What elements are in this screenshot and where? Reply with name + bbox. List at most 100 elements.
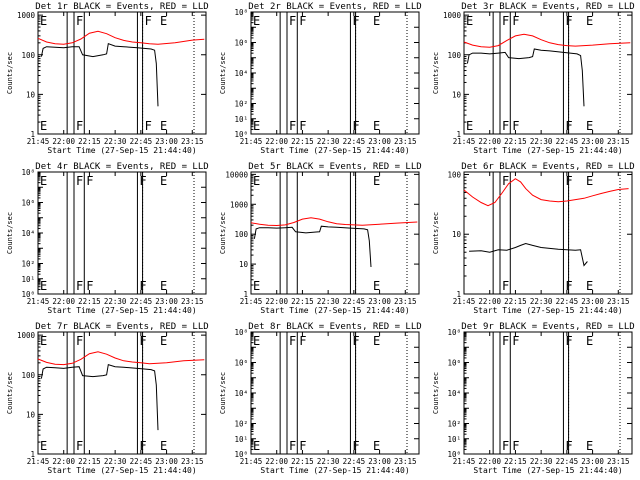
panel-title: Det 6r BLACK = Events, RED = LLD [461,162,634,172]
y-tick-label: 10 [452,230,462,239]
panel-title: Det 5r BLACK = Events, RED = LLD [248,162,421,172]
eclipse-marker-top: E [40,174,47,188]
eclipse-marker-top: F [502,334,509,348]
x-tick-label: 22:00 [478,137,501,146]
eclipse-marker-top: E [253,334,260,348]
eclipse-marker-top: E [466,14,473,28]
eclipse-marker-top: F [352,334,359,348]
eclipse-marker-top: F [289,334,296,348]
x-tick-label: 23:00 [368,297,391,306]
y-tick-label: 1 [243,290,248,299]
y-tick-label: 10⁶ [21,199,35,208]
eclipse-marker-bottom: E [253,279,260,293]
eclipse-marker-top: F [299,334,306,348]
eclipse-marker-bottom: F [502,279,509,293]
y-tick-label: 10⁴ [234,389,248,398]
y-tick-label: 10¹ [21,275,35,284]
y-axis-label: Counts/sec [6,52,14,94]
eclipse-marker-top: E [373,14,380,28]
events-series-line [40,363,159,431]
eclipse-marker-bottom: F [565,439,572,453]
y-tick-label: 10⁰ [447,450,461,459]
eclipse-marker-bottom: F [502,439,509,453]
panel-title: Det 8r BLACK = Events, RED = LLD [248,322,421,332]
x-tick-label: 22:30 [104,137,127,146]
y-tick-label: 100 [447,170,461,179]
y-tick-label: 10 [26,410,36,419]
y-tick-label: 10¹ [234,115,248,124]
eclipse-marker-bottom: E [160,439,167,453]
y-tick-label: 10 [452,90,462,99]
x-tick-label: 22:15 [291,297,314,306]
x-tick-label: 22:00 [52,457,75,466]
eclipse-marker-top: F [145,14,152,28]
y-tick-label: 10⁴ [21,229,35,238]
events-series-line [40,43,159,107]
x-tick-label: 22:45 [130,137,153,146]
y-tick-label: 100 [447,51,461,60]
eclipse-marker-bottom: F [289,439,296,453]
eclipse-marker-top: F [565,334,572,348]
eclipse-marker-top: E [40,334,47,348]
y-tick-label: 1 [30,130,35,139]
y-tick-label: 10⁰ [234,450,248,459]
events-series-line [469,242,588,267]
y-tick-label: 10² [21,260,35,269]
eclipse-marker-top: E [586,334,593,348]
plot-frame [250,11,420,135]
eclipse-marker-bottom: E [40,119,47,133]
lld-series-line [463,178,629,207]
x-tick-label: 22:30 [104,297,127,306]
eclipse-marker-top: F [76,334,83,348]
eclipse-marker-bottom: F [139,439,146,453]
eclipse-marker-bottom: F [565,119,572,133]
eclipse-marker-top: F [565,14,572,28]
eclipse-marker-bottom: E [373,439,380,453]
x-tick-label: 21:45 [453,137,476,146]
eclipse-marker-bottom: F [86,279,93,293]
x-axis-label: Start Time (27-Sep-15 21:44:40) [260,466,409,475]
eclipse-marker-top: E [373,174,380,188]
y-tick-label: 1 [456,130,461,139]
x-tick-label: 22:00 [265,137,288,146]
x-tick-label: 22:45 [343,137,366,146]
eclipse-marker-bottom: E [373,279,380,293]
eclipse-marker-bottom: E [586,439,593,453]
y-tick-label: 10⁰ [234,130,248,139]
panel-title: Det 2r BLACK = Events, RED = LLD [248,2,421,12]
y-tick-label: 10⁴ [447,389,461,398]
x-tick-label: 21:45 [27,457,50,466]
plot-frame [463,11,633,135]
eclipse-marker-bottom: F [76,119,83,133]
eclipse-marker-top: E [40,14,47,28]
x-tick-label: 21:45 [240,297,263,306]
eclipse-marker-top: F [76,174,83,188]
eclipse-marker-top: F [502,174,509,188]
y-tick-label: 10⁸ [234,8,248,17]
x-tick-label: 23:00 [368,457,391,466]
x-tick-label: 23:00 [368,137,391,146]
eclipse-marker-bottom: F [299,119,306,133]
eclipse-marker-bottom: F [139,279,146,293]
x-axis-label: Start Time (27-Sep-15 21:44:40) [47,146,196,155]
x-tick-label: 23:00 [155,137,178,146]
x-tick-label: 22:30 [317,137,340,146]
lld-series-line [37,351,205,366]
x-tick-label: 22:15 [504,297,527,306]
x-axis-label: Start Time (27-Sep-15 21:44:40) [47,466,196,475]
eclipse-marker-top: F [512,334,519,348]
x-tick-label: 22:15 [504,137,527,146]
plot-frame [250,171,420,295]
y-tick-label: 10⁸ [234,328,248,337]
y-axis-label: Counts/sec [6,372,14,414]
y-tick-label: 1 [30,450,35,459]
y-tick-label: 1000 [17,11,36,20]
x-axis-label: Start Time (27-Sep-15 21:44:40) [47,306,196,315]
y-axis-label: Counts/sec [432,212,440,254]
x-tick-label: 23:00 [155,457,178,466]
eclipse-marker-bottom: F [145,119,152,133]
x-tick-label: 22:45 [556,457,579,466]
events-series-line [253,225,372,268]
